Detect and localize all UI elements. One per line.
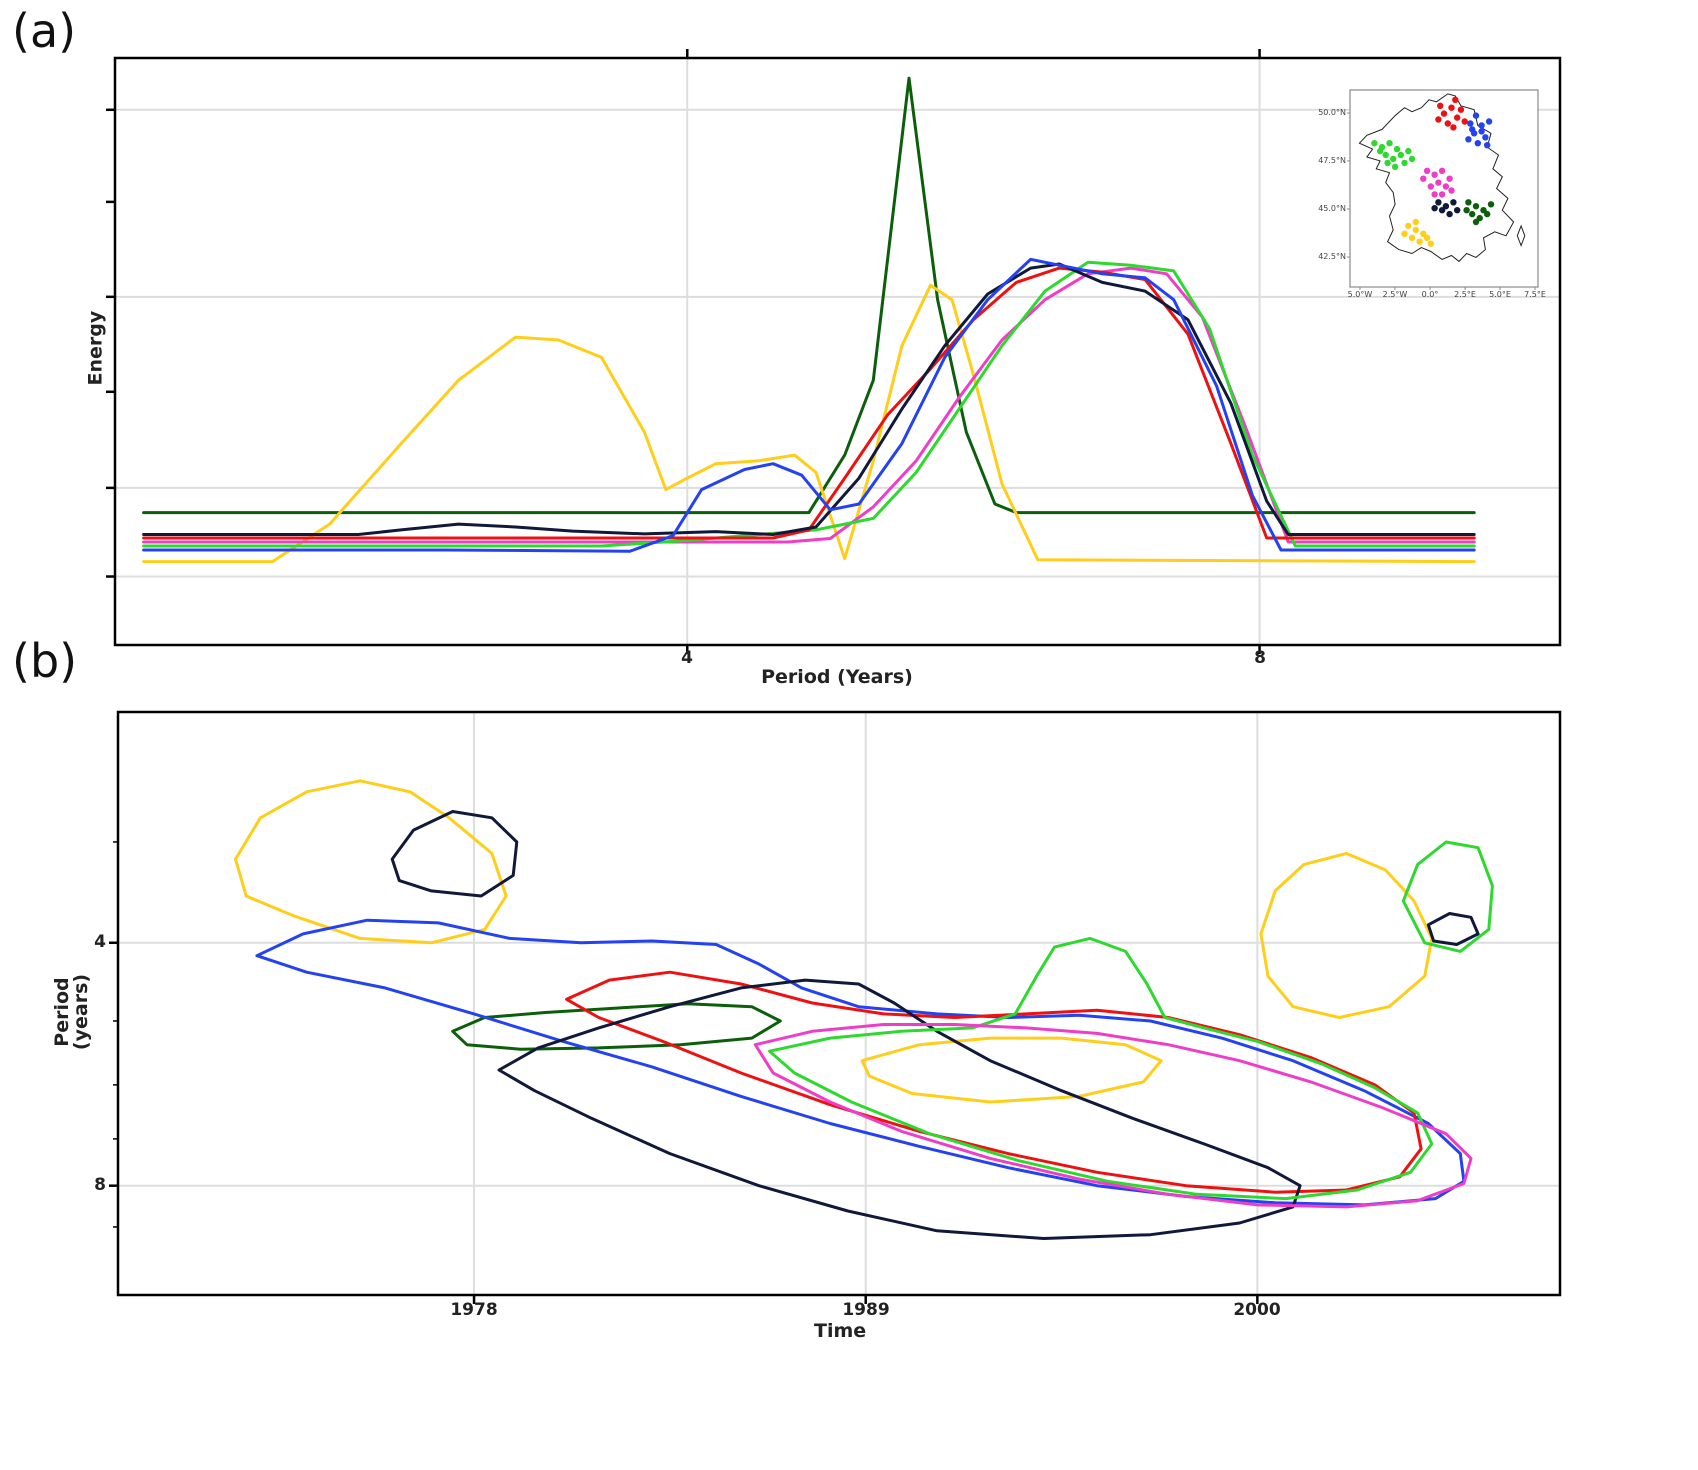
panel-b-x-axis-label: Time <box>814 1320 867 1342</box>
panel-a-x-axis-label: Period (Years) <box>761 666 913 688</box>
panel-a-y-axis-label: Energy <box>84 310 107 386</box>
inset-lat-label-47-5: 47.5°N <box>1318 156 1346 165</box>
panel-b-x-tick-1978: 1978 <box>450 1300 498 1320</box>
inset-lon-label-2-5w: 2.5°W <box>1382 290 1408 299</box>
inset-lon-label-7-5e: 7.5°E <box>1524 290 1546 299</box>
panel-b-y-axis-label: Period (years) <box>51 973 92 1051</box>
inset-lat-label-42-5: 42.5°N <box>1318 252 1346 261</box>
panel-b-x-tick-2000: 2000 <box>1233 1300 1281 1320</box>
panel-a-x-tick-4: 4 <box>681 648 693 668</box>
inset-lon-label-5w: 5.0°W <box>1347 290 1373 299</box>
panel-b-y-tick-4: 4 <box>94 932 106 952</box>
inset-lon-label-5e: 5.0°E <box>1489 290 1511 299</box>
inset-lat-label-45: 45.0°N <box>1318 204 1346 213</box>
panel-b-letter: (b) <box>12 634 78 688</box>
panel-a-x-tick-8: 8 <box>1254 648 1266 668</box>
panel-a-letter: (a) <box>12 4 77 58</box>
panel-b-x-tick-1989: 1989 <box>842 1300 890 1320</box>
inset-lon-label-2-5e: 2.5°E <box>1454 290 1476 299</box>
inset-lon-label-0: 0.0° <box>1421 290 1439 299</box>
inset-lat-label-50: 50.0°N <box>1318 108 1346 117</box>
panel-b-y-tick-8: 8 <box>94 1175 106 1195</box>
